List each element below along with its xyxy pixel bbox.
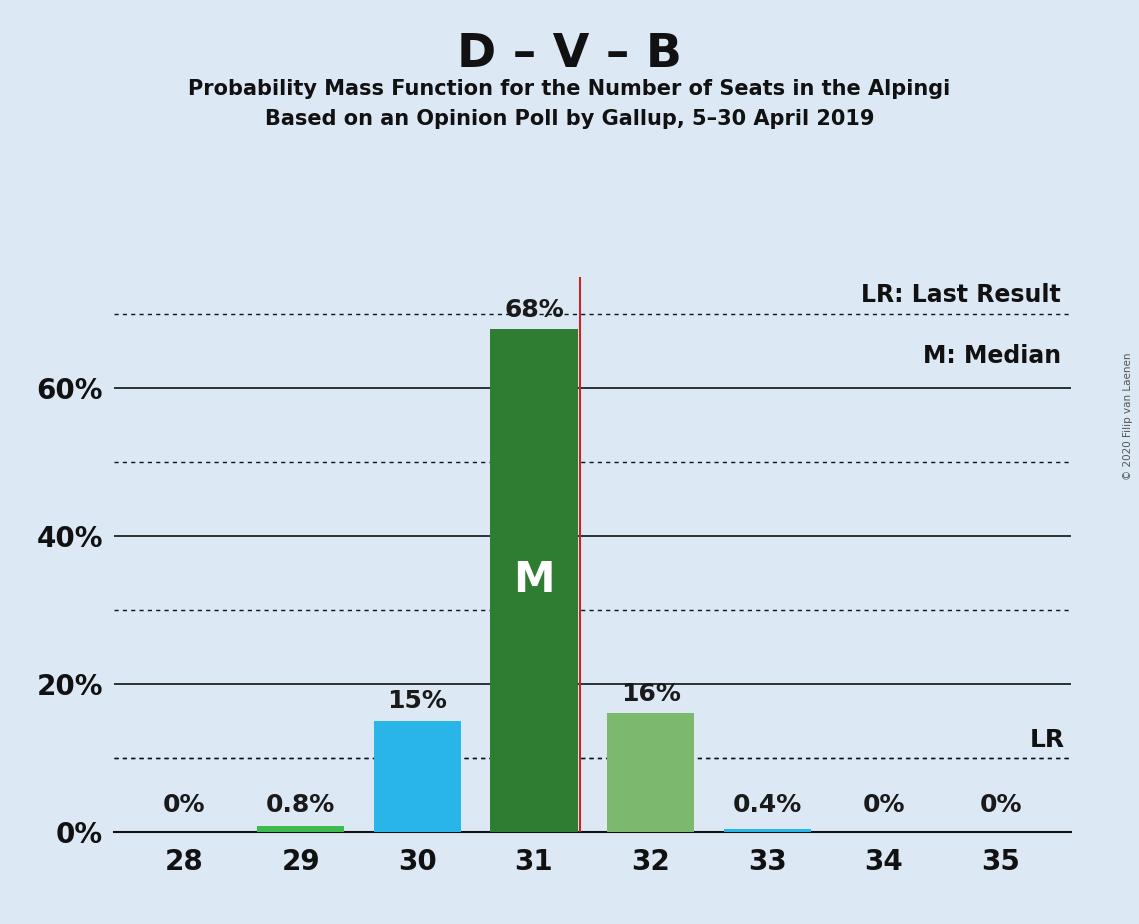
Bar bbox=[374, 721, 461, 832]
Text: 16%: 16% bbox=[621, 682, 681, 706]
Text: © 2020 Filip van Laenen: © 2020 Filip van Laenen bbox=[1123, 352, 1133, 480]
Text: 0.4%: 0.4% bbox=[732, 793, 802, 817]
Text: 68%: 68% bbox=[505, 298, 564, 322]
Text: LR: LR bbox=[1030, 728, 1065, 752]
Text: 0%: 0% bbox=[980, 793, 1022, 817]
Text: 0%: 0% bbox=[163, 793, 205, 817]
Bar bbox=[607, 713, 695, 832]
Bar bbox=[723, 829, 811, 832]
Bar bbox=[256, 826, 344, 832]
Text: 0.8%: 0.8% bbox=[267, 793, 335, 817]
Bar bbox=[490, 329, 577, 832]
Text: Based on an Opinion Poll by Gallup, 5–30 April 2019: Based on an Opinion Poll by Gallup, 5–30… bbox=[264, 109, 875, 129]
Text: M: M bbox=[514, 559, 555, 602]
Text: Probability Mass Function for the Number of Seats in the Alpingi: Probability Mass Function for the Number… bbox=[188, 79, 951, 99]
Text: LR: Last Result: LR: Last Result bbox=[861, 283, 1062, 307]
Text: D – V – B: D – V – B bbox=[457, 32, 682, 78]
Text: 0%: 0% bbox=[862, 793, 906, 817]
Text: M: Median: M: Median bbox=[923, 344, 1062, 368]
Text: 15%: 15% bbox=[387, 689, 448, 713]
